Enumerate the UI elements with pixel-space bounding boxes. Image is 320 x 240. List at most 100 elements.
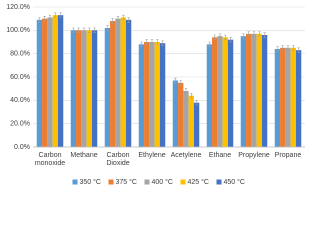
bar [274,49,281,147]
bar [154,42,160,147]
error-bar [106,25,109,31]
bar [138,44,145,148]
y-tick-label: 100.0% [6,27,30,34]
error-bar [292,45,295,51]
bar [217,36,223,147]
error-bar [286,45,290,51]
error-bar [77,27,80,33]
error-bar [229,37,232,43]
legend-label: 350 °C [80,178,101,186]
error-bar [72,27,75,33]
error-bar [122,14,125,21]
error-bar [184,88,188,94]
error-bar [224,34,227,40]
x-tick-label: Carbon Dioxide [106,152,130,167]
bar [86,30,92,147]
bar [42,18,48,147]
legend-swatch [216,179,222,185]
bar [159,43,166,147]
error-bar [263,32,266,38]
error-bar [43,16,46,22]
error-bar [297,47,300,53]
bar [52,15,58,147]
y-tick-label: 120.0% [6,4,30,11]
bar [149,42,155,147]
bar [212,37,218,148]
bar [227,39,234,147]
y-tick-label: 0.0% [14,144,30,151]
bar [70,30,77,147]
bar [115,18,121,147]
error-bar [161,40,164,46]
x-tick-label: Propylene [238,152,270,159]
legend-label: 425 °C [188,178,209,186]
error-bar [111,18,114,24]
error-bar [242,33,245,39]
error-bar [179,80,182,86]
error-bar [208,41,211,47]
bar [183,91,189,147]
bar [193,102,200,147]
bar [76,30,82,147]
bar [240,36,247,147]
bar [261,35,268,147]
error-bar [82,27,86,33]
legend-swatch [72,179,78,185]
error-bar [116,16,120,22]
bar [246,33,252,148]
legend-label: 450 °C [224,178,245,186]
x-tick-label: Propane [274,152,302,159]
error-bar [174,77,177,84]
bar [290,47,296,148]
legend-label: 400 °C [152,178,173,186]
bar [120,17,126,147]
x-tick-label: Methane [70,152,98,159]
error-bar [38,17,41,23]
error-bar [258,31,261,37]
legend-swatch [108,179,114,185]
error-bar [150,39,154,45]
bar [125,19,132,147]
y-tick-label: 40.0% [10,97,30,104]
error-bar [218,33,222,39]
chart: 0.0% 20.0% 40.0% 60.0% 80.0% 100.0% 120.0% 350 … [6,4,305,186]
chart-container: 0.0% 20.0% 40.0% 60.0% 80.0% 100.0% 120.0% 350 … [6,4,305,186]
bar [144,42,150,147]
bar [251,33,257,148]
error-bar [145,39,148,45]
x-tick-label: Carbon monoxide [34,152,66,167]
y-tick-label: 80.0% [10,51,30,58]
error-bar [93,27,96,33]
bar [57,15,64,147]
bar [222,37,228,148]
bar [172,80,179,147]
bar [91,30,98,147]
error-bar [190,93,193,99]
bar [285,47,291,148]
bar [280,47,286,148]
bar [188,95,194,147]
legend-swatch [144,179,150,185]
error-bar [156,39,159,45]
error-bar [59,12,62,18]
error-bar [54,12,57,18]
bar [295,50,302,147]
bar [104,28,111,147]
bar [110,21,116,147]
legend-swatch [180,179,186,185]
bar [206,44,213,148]
error-bar [276,46,279,52]
error-bar [213,34,216,40]
error-bar [48,14,52,21]
bar [47,17,53,147]
x-tick-label: Ethane [208,152,232,159]
error-bar [140,41,143,47]
error-bar [195,100,198,106]
y-tick-label: 20.0% [10,121,30,128]
x-tick-label: Acetylene [170,152,202,159]
error-bar [247,31,250,37]
bar [256,33,262,148]
x-tick-label: Ethylene [138,152,166,159]
error-bar [281,45,284,51]
legend-label: 375 °C [116,178,137,186]
